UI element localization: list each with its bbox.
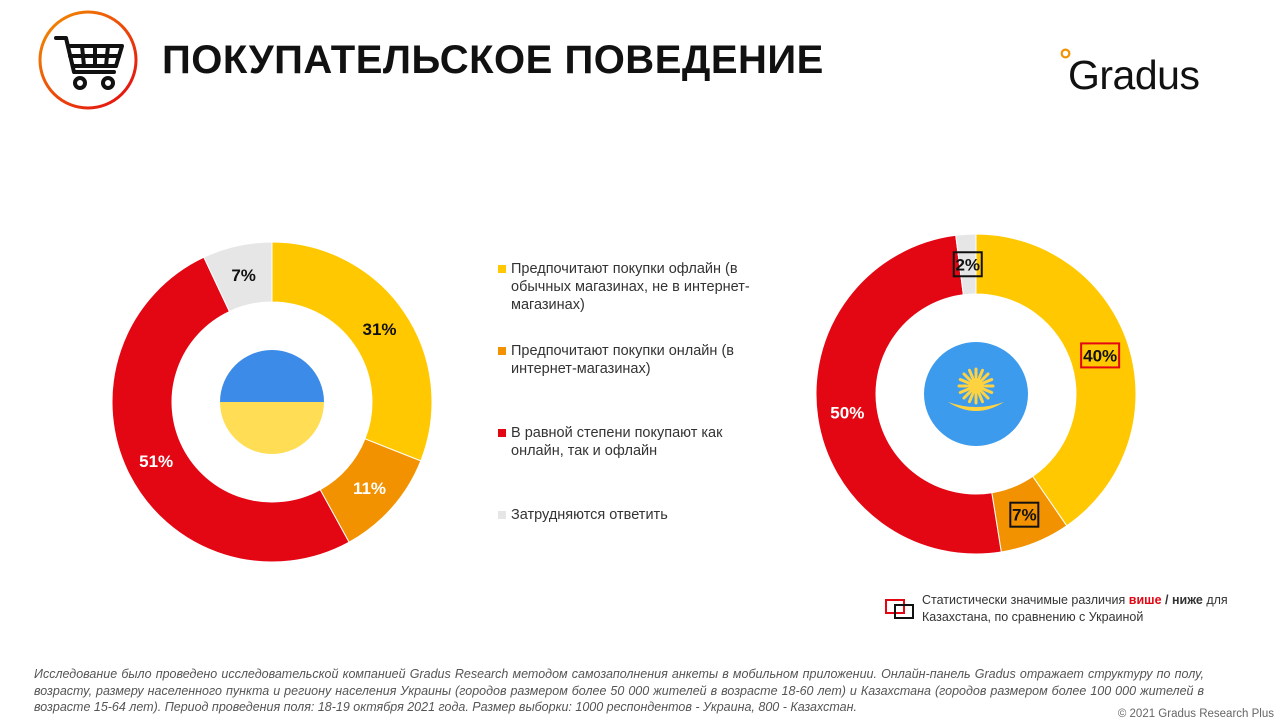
ukraine-donut-chart: 31% 11% 51% 7% <box>111 241 433 563</box>
sig-suffix: для Казахстана, по сравнению с Украиной <box>922 593 1228 624</box>
copyright: © 2021 Gradus Research Plus <box>1117 708 1274 720</box>
legend-swatch <box>498 429 506 437</box>
sig-separator: / <box>1161 593 1172 607</box>
donut-slice-offline <box>271 241 433 462</box>
data-label-hard: 7% <box>231 266 256 285</box>
donut-slice-offline <box>975 233 1137 527</box>
legend-swatch <box>498 265 506 273</box>
sig-higher: више <box>1128 593 1162 607</box>
data-label-equal: 51% <box>139 452 173 471</box>
logo-dot-icon <box>1060 48 1071 59</box>
legend-item-online: Предпочитают покупки онлайн (в интернет-… <box>498 342 768 382</box>
data-label-online: 7% <box>1012 506 1037 525</box>
kazakhstan-donut-chart: 40% 7% 50% 2% <box>815 233 1137 555</box>
legend-item-equal: В равной степени покупают как онлайн, та… <box>498 424 768 464</box>
data-label-hard: 2% <box>955 255 980 274</box>
legend-item-offline: Предпочитают покупки офлайн (в обычных м… <box>498 260 768 318</box>
donut-slice-hard <box>203 241 273 313</box>
shopping-cart-icon <box>38 10 138 110</box>
legend-item-hard: Затрудняются ответить <box>498 506 768 524</box>
legend-label: Затрудняются ответить <box>511 507 668 523</box>
significance-note: Статистически значимые различия више / н… <box>884 592 1274 628</box>
significance-box-higher <box>1080 342 1121 369</box>
methodology-footnote: Исследование было проведено исследовател… <box>34 667 1204 714</box>
significance-box-lower <box>1009 501 1040 528</box>
gradus-logo: Gradus <box>1058 46 1238 102</box>
donut-slice-equal <box>815 234 1002 555</box>
logo-text: Gradus <box>1068 52 1200 98</box>
data-label-equal: 50% <box>830 404 864 423</box>
kazakhstan-flag-icon <box>924 342 1028 446</box>
significance-box-lower <box>952 251 983 278</box>
significance-boxes-icon <box>885 599 914 619</box>
data-label-offline: 31% <box>363 320 397 339</box>
legend-label: Предпочитают покупки офлайн (в обычных м… <box>511 261 750 313</box>
donut-slice-hard <box>955 233 977 296</box>
legend-swatch <box>498 347 506 355</box>
chart-legend: Предпочитают покупки офлайн (в обычных м… <box>498 260 768 524</box>
data-label-offline: 40% <box>1083 346 1117 365</box>
data-label-online: 11% <box>353 479 386 498</box>
legend-label: Предпочитают покупки онлайн (в интернет-… <box>511 343 734 377</box>
ukraine-flag-icon <box>220 350 324 454</box>
sig-prefix: Статистически значимые различия <box>922 593 1129 607</box>
page-title: ПОКУПАТЕЛЬСКОЕ ПОВЕДЕНИЕ <box>162 38 824 82</box>
legend-swatch <box>498 511 506 519</box>
legend-label: В равной степени покупают как онлайн, та… <box>511 425 723 459</box>
significance-text: Статистически значимые различия више / н… <box>922 592 1274 626</box>
donut-slice-equal <box>111 256 350 563</box>
sig-lower: ниже <box>1171 593 1203 607</box>
